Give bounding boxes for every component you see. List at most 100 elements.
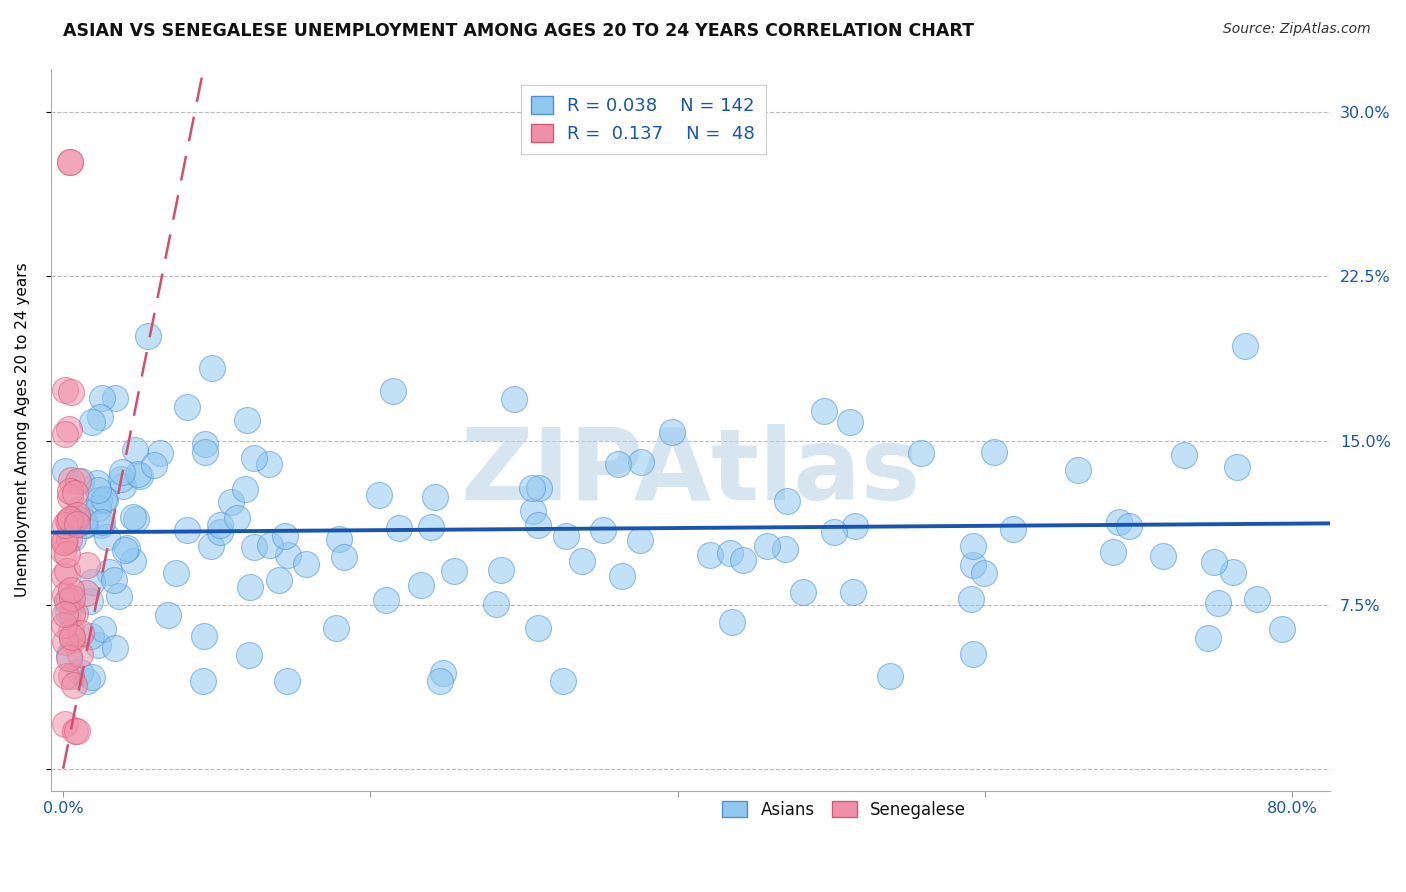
Point <box>76 558 98 573</box>
Point <box>58 422 80 436</box>
Point <box>731 553 754 567</box>
Point <box>87 500 110 515</box>
Point <box>423 491 446 505</box>
Point <box>962 558 984 572</box>
Point <box>86 475 108 490</box>
Point <box>226 511 249 525</box>
Point <box>53 383 76 397</box>
Point <box>367 488 389 502</box>
Point <box>69 475 91 489</box>
Point <box>69 647 91 661</box>
Point <box>333 549 356 564</box>
Point <box>630 455 652 469</box>
Point <box>63 606 86 620</box>
Point <box>96 530 118 544</box>
Point <box>65 511 87 525</box>
Point <box>53 426 76 441</box>
Point <box>295 558 318 572</box>
Point <box>73 518 96 533</box>
Point <box>60 591 83 605</box>
Point <box>90 391 112 405</box>
Point <box>98 565 121 579</box>
Point <box>114 543 136 558</box>
Point <box>813 404 835 418</box>
Point <box>277 548 299 562</box>
Point <box>60 632 83 647</box>
Point <box>194 445 217 459</box>
Point <box>242 450 264 465</box>
Point <box>56 514 79 528</box>
Point <box>1066 463 1088 477</box>
Point <box>592 523 614 537</box>
Point <box>219 494 242 508</box>
Point <box>125 511 148 525</box>
Text: ZIPAtlas: ZIPAtlas <box>461 425 921 522</box>
Point <box>960 592 983 607</box>
Point <box>823 524 845 539</box>
Text: ASIAN VS SENEGALESE UNEMPLOYMENT AMONG AGES 20 TO 24 YEARS CORRELATION CHART: ASIAN VS SENEGALESE UNEMPLOYMENT AMONG A… <box>63 22 974 40</box>
Point <box>53 607 76 621</box>
Point <box>718 546 741 560</box>
Point <box>59 483 82 498</box>
Point <box>80 415 103 429</box>
Y-axis label: Unemployment Among Ages 20 to 24 years: Unemployment Among Ages 20 to 24 years <box>15 262 30 597</box>
Point <box>1222 566 1244 580</box>
Point <box>193 674 215 689</box>
Point <box>374 593 396 607</box>
Point <box>91 622 114 636</box>
Point <box>844 518 866 533</box>
Point <box>117 541 139 555</box>
Point <box>62 531 84 545</box>
Point <box>274 529 297 543</box>
Point <box>773 542 796 557</box>
Point <box>879 668 901 682</box>
Point <box>520 481 543 495</box>
Point <box>176 523 198 537</box>
Point <box>1108 516 1130 530</box>
Point <box>103 640 125 655</box>
Point <box>55 634 77 648</box>
Point <box>58 648 80 663</box>
Point <box>209 525 232 540</box>
Point <box>522 504 544 518</box>
Point <box>94 493 117 508</box>
Point <box>52 544 75 558</box>
Point <box>243 540 266 554</box>
Point <box>63 678 86 692</box>
Point <box>143 458 166 472</box>
Point <box>59 490 82 504</box>
Point <box>111 465 134 479</box>
Point <box>269 573 291 587</box>
Point <box>382 384 405 399</box>
Point <box>842 585 865 599</box>
Point <box>56 547 79 561</box>
Point <box>176 401 198 415</box>
Point <box>529 481 551 495</box>
Point <box>910 446 932 460</box>
Point <box>839 415 862 429</box>
Point <box>429 674 451 689</box>
Point <box>1197 632 1219 646</box>
Point <box>107 589 129 603</box>
Point <box>209 517 232 532</box>
Point <box>201 360 224 375</box>
Point <box>76 674 98 689</box>
Point <box>193 629 215 643</box>
Point <box>606 457 628 471</box>
Point <box>194 437 217 451</box>
Point <box>87 483 110 497</box>
Point <box>129 469 152 483</box>
Point <box>1271 622 1294 636</box>
Point <box>122 509 145 524</box>
Point <box>52 569 75 583</box>
Point <box>56 594 79 608</box>
Point <box>59 155 82 169</box>
Point <box>962 648 984 662</box>
Point <box>721 615 744 630</box>
Point <box>58 651 80 665</box>
Point <box>236 413 259 427</box>
Point <box>489 563 512 577</box>
Point <box>276 674 298 689</box>
Point <box>53 617 76 632</box>
Point <box>257 457 280 471</box>
